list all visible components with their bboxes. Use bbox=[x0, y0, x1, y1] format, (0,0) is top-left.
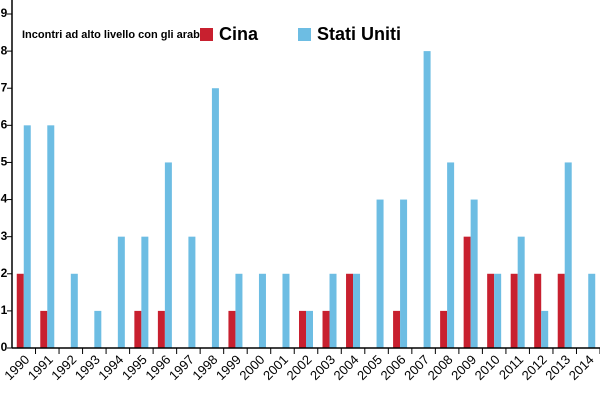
x-tick-label: 1996 bbox=[142, 352, 173, 383]
bar bbox=[393, 310, 401, 348]
bar bbox=[94, 310, 102, 348]
y-tick-label: 5 bbox=[1, 155, 8, 169]
bar bbox=[211, 88, 219, 348]
bar bbox=[463, 236, 471, 348]
x-tick-label: 2013 bbox=[542, 352, 573, 383]
bar bbox=[141, 236, 149, 348]
x-tick-label: 2001 bbox=[260, 352, 291, 383]
bar bbox=[134, 310, 142, 348]
bar bbox=[299, 310, 306, 348]
x-tick-label: 1992 bbox=[48, 352, 79, 383]
bar bbox=[588, 273, 596, 348]
bar bbox=[494, 273, 502, 348]
bar bbox=[447, 162, 455, 348]
bar bbox=[534, 273, 542, 348]
x-tick-label: 2014 bbox=[566, 352, 597, 383]
x-tick-label: 2007 bbox=[401, 352, 432, 383]
bar bbox=[510, 273, 518, 348]
x-tick-label: 1994 bbox=[95, 352, 126, 383]
bar bbox=[47, 125, 55, 348]
bar bbox=[470, 199, 478, 348]
bar bbox=[329, 273, 337, 348]
bar bbox=[487, 273, 495, 348]
x-tick-label: 2000 bbox=[236, 352, 267, 383]
bar bbox=[423, 51, 431, 348]
y-tick-label: 7 bbox=[1, 80, 8, 94]
bar bbox=[322, 310, 330, 348]
bar bbox=[188, 236, 196, 348]
bar bbox=[282, 273, 290, 348]
x-tick-label: 1997 bbox=[166, 352, 197, 383]
bar bbox=[557, 273, 565, 348]
x-tick-label: 1990 bbox=[1, 352, 32, 383]
y-tick-label: 6 bbox=[1, 118, 8, 132]
x-tick-label: 2011 bbox=[496, 352, 526, 382]
bar bbox=[164, 162, 172, 348]
x-tick-label: 1999 bbox=[213, 352, 244, 383]
legend-title: Incontri ad alto livello con gli arabi: bbox=[22, 29, 207, 41]
bar bbox=[258, 273, 266, 348]
x-tick-label: 2006 bbox=[378, 352, 409, 383]
y-tick-label: 4 bbox=[1, 192, 8, 206]
y-tick-label: 3 bbox=[1, 229, 8, 243]
legend-swatch bbox=[298, 28, 311, 41]
x-tick-label: 1995 bbox=[119, 352, 150, 383]
y-tick-label: 2 bbox=[1, 266, 8, 280]
bar bbox=[235, 273, 243, 348]
legend-swatch bbox=[200, 28, 213, 41]
legend-label: Cina bbox=[219, 24, 259, 44]
bar bbox=[346, 273, 354, 348]
x-tick-label: 2003 bbox=[307, 352, 338, 383]
x-tick-label: 2002 bbox=[283, 352, 314, 383]
bar bbox=[40, 310, 48, 348]
x-tick-label: 1993 bbox=[72, 352, 103, 383]
bar bbox=[157, 310, 165, 348]
bar bbox=[517, 236, 525, 348]
y-tick-label: 1 bbox=[1, 303, 8, 317]
bar bbox=[440, 310, 448, 348]
y-tick-label: 8 bbox=[1, 43, 8, 57]
bar bbox=[376, 199, 384, 348]
y-tick-label: 9 bbox=[1, 6, 8, 20]
x-tick-label: 2010 bbox=[472, 352, 503, 383]
bar bbox=[353, 273, 361, 348]
bar bbox=[70, 273, 78, 348]
bar bbox=[541, 310, 549, 348]
x-tick-label: 2008 bbox=[425, 352, 456, 383]
bar bbox=[16, 273, 24, 348]
legend-label: Stati Uniti bbox=[317, 24, 401, 44]
bar bbox=[306, 310, 313, 348]
x-tick-label: 2005 bbox=[354, 352, 385, 383]
bar bbox=[23, 125, 31, 348]
bar bbox=[400, 199, 408, 348]
x-tick-label: 2012 bbox=[519, 352, 550, 383]
x-tick-label: 2004 bbox=[331, 352, 362, 383]
bar bbox=[564, 162, 572, 348]
x-tick-label: 1998 bbox=[189, 352, 220, 383]
bar bbox=[228, 310, 236, 348]
x-tick-label: 1991 bbox=[25, 352, 56, 383]
y-tick-label: 0 bbox=[1, 340, 8, 354]
bar bbox=[117, 236, 125, 348]
x-tick-label: 2009 bbox=[448, 352, 479, 383]
